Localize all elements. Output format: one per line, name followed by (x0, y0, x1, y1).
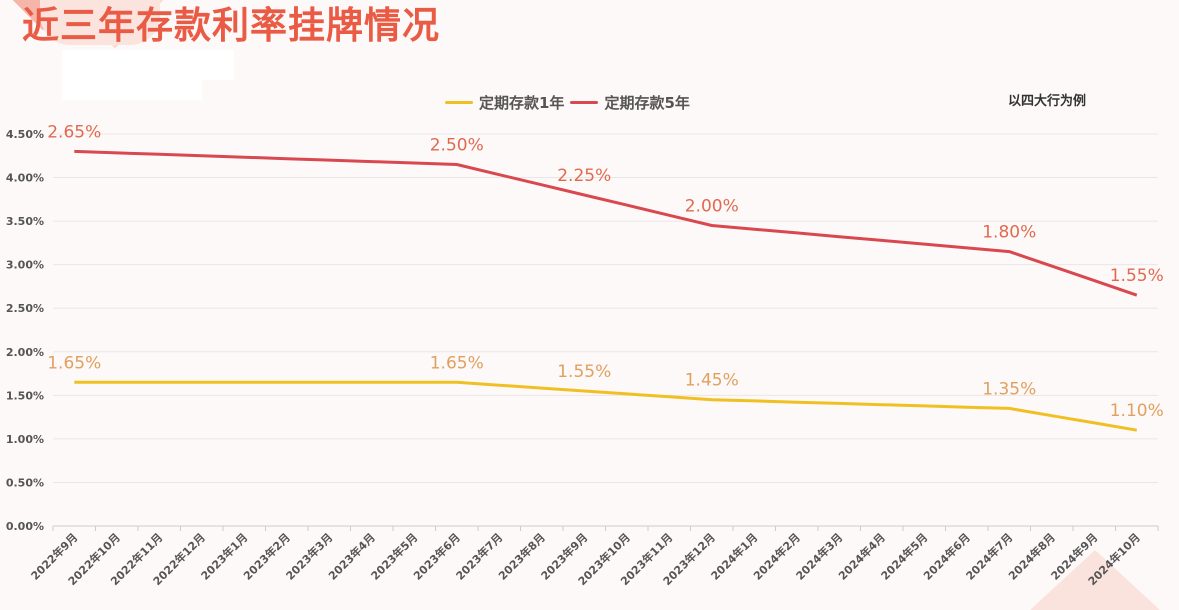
y-gridlines (53, 133, 1158, 527)
series-lines (74, 149, 1138, 432)
data-label: 2.25% (557, 166, 611, 186)
legend-item-1yr: 定期存款1年 (445, 92, 564, 113)
y-tick-label: 4.50% (6, 128, 44, 141)
data-label: 1.35% (982, 379, 1036, 399)
y-tick-label: 1.00% (6, 433, 44, 446)
legend-swatch-5yr (570, 101, 599, 104)
chart-legend: 定期存款1年 定期存款5年 (445, 92, 696, 113)
y-tick-label: 0.50% (6, 476, 44, 489)
x-axis: 2022年9月2022年10月2022年11月2022年12月2023年1月20… (28, 526, 1159, 588)
data-label: 2.65% (47, 122, 101, 142)
data-label: 2.50% (430, 135, 484, 155)
y-tick-label: 1.50% (6, 389, 44, 402)
background-panel (62, 50, 234, 80)
y-tick-label: 4.00% (6, 172, 44, 185)
page-title: 近三年存款利率挂牌情况 (22, 4, 440, 47)
data-label: 1.65% (47, 353, 101, 373)
legend-item-5yr: 定期存款5年 (570, 92, 690, 113)
y-tick-label: 2.00% (6, 346, 44, 359)
y-tick-label: 2.50% (6, 302, 44, 315)
y-tick-label: 0.00% (6, 520, 44, 533)
data-label: 1.10% (1110, 401, 1164, 421)
legend-label-1yr: 定期存款1年 (479, 94, 565, 112)
y-tick-label: 3.00% (6, 259, 44, 272)
background-panel (62, 78, 202, 100)
chart-note: 以四大行为例 (1008, 94, 1087, 109)
data-label: 1.65% (430, 353, 484, 373)
legend-label-5yr: 定期存款5年 (604, 94, 690, 112)
data-label: 2.00% (685, 196, 739, 216)
background-decoration (1030, 550, 1160, 610)
legend-swatch-1yr (445, 101, 473, 104)
data-label: 1.80% (982, 223, 1036, 243)
y-axis: 0.00% 0.50% 1.00% 1.50% 2.00% 2.50% 3.00% 3.50%… (6, 128, 44, 533)
y-tick-label: 3.50% (6, 215, 44, 228)
series-line (74, 149, 1138, 297)
data-labels: 1.65% 1.65% 1.55% 1.45% 1.35% 1.10% 2.65% 2.50%… (47, 122, 1164, 421)
series-line (74, 380, 1138, 432)
data-label: 1.55% (557, 362, 611, 382)
data-label: 1.55% (1110, 266, 1164, 286)
background-decoration (40, 0, 160, 45)
data-label: 1.45% (685, 371, 739, 391)
